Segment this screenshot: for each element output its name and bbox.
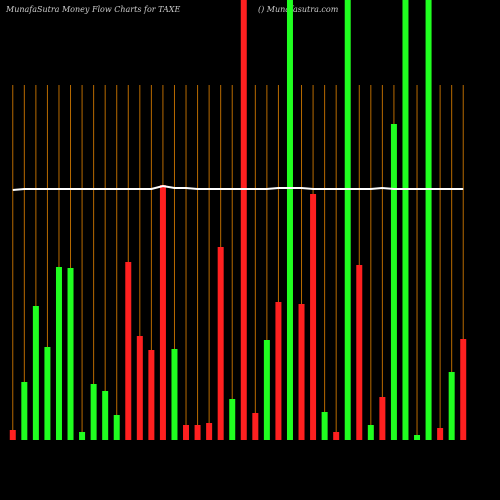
bar (55, 267, 62, 440)
bar (240, 0, 247, 440)
bar (90, 384, 97, 440)
bar (344, 0, 351, 440)
bar (437, 428, 444, 440)
bar (263, 340, 270, 440)
bar (148, 350, 155, 440)
bar (310, 194, 317, 440)
bar (206, 423, 213, 440)
bar (356, 265, 363, 440)
bar (414, 435, 421, 440)
bar (183, 425, 190, 440)
bar (125, 262, 132, 440)
bar (425, 0, 432, 440)
bar (390, 124, 397, 440)
bar (21, 382, 28, 440)
bar (321, 412, 328, 440)
bar (136, 336, 143, 440)
bar (367, 425, 374, 440)
bar (229, 399, 236, 440)
bar (298, 304, 305, 440)
chart-subtitle: () Munafasutra.com (258, 5, 339, 14)
bar (448, 372, 455, 440)
bar (67, 268, 74, 440)
chart-title: MunafaSutra Money Flow Charts for TAXE (5, 5, 181, 14)
bar (159, 185, 166, 440)
bar (171, 349, 178, 440)
bar (102, 391, 109, 440)
bar (194, 425, 201, 440)
bar (217, 247, 224, 440)
bar (460, 339, 467, 440)
bar (402, 0, 409, 440)
bar (275, 302, 282, 440)
bar (79, 432, 86, 440)
bar (333, 432, 340, 440)
bar (286, 0, 293, 440)
bar (32, 306, 39, 440)
bar (379, 397, 386, 440)
bar (252, 413, 259, 440)
bar (113, 415, 120, 440)
bar (44, 347, 51, 440)
line (12, 184, 464, 191)
bar (9, 430, 16, 440)
